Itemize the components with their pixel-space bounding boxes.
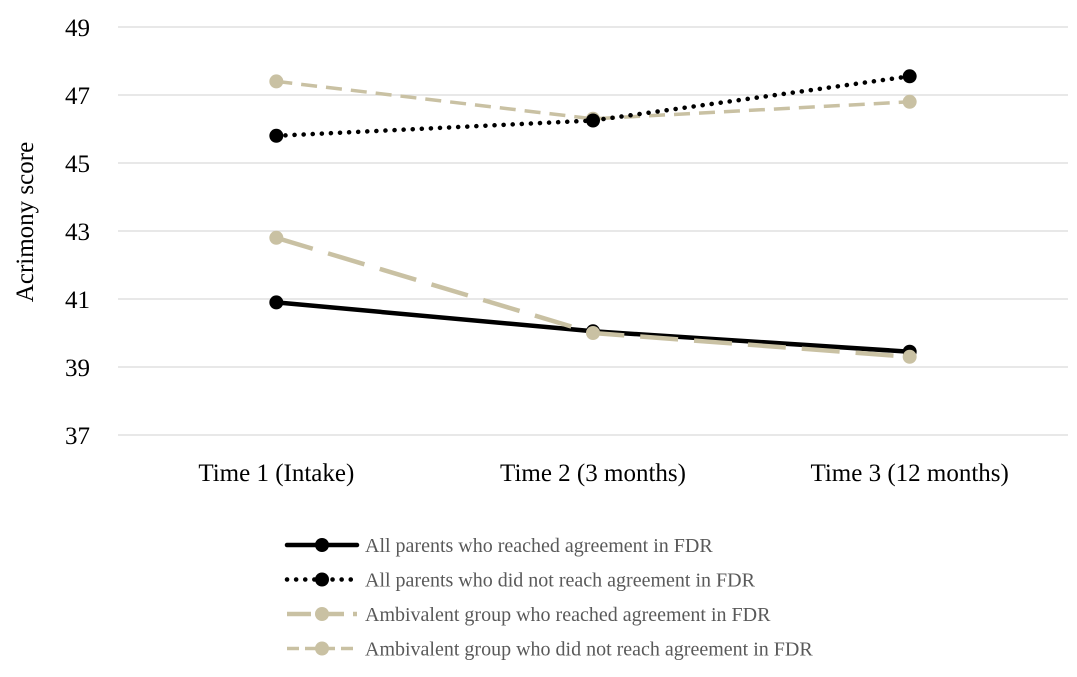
legend-label: All parents who did not reach agreement … — [365, 570, 756, 592]
data-point — [586, 113, 600, 128]
y-axis-ticks: 37 39 41 43 45 47 49 — [65, 15, 90, 450]
legend-item-1: All parents who reached agreement in FDR — [284, 535, 713, 557]
legend: All parents who reached agreement in FDR… — [284, 535, 813, 661]
y-tick-label: 37 — [65, 423, 90, 450]
series-2 — [269, 69, 917, 143]
x-tick-label: Time 3 (12 months) — [810, 460, 1008, 487]
gridlines — [118, 26, 1068, 436]
x-tick-label: Time 2 (3 months) — [500, 460, 686, 487]
legend-label: All parents who reached agreement in FDR — [365, 535, 713, 557]
data-point — [902, 69, 917, 84]
y-tick-label: 39 — [65, 355, 90, 382]
series-line — [276, 79, 910, 121]
legend-label: Ambivalent group who reached agreement i… — [365, 604, 771, 626]
legend-marker — [315, 572, 329, 587]
y-tick-label: 45 — [65, 151, 90, 178]
series-lines — [269, 69, 917, 364]
y-tick-label: 47 — [65, 83, 90, 110]
data-point — [269, 74, 284, 89]
data-point — [902, 349, 917, 364]
legend-marker — [315, 641, 329, 656]
x-tick-label: Time 1 (Intake) — [198, 460, 354, 487]
legend-label: Ambivalent group who did not reach agree… — [365, 639, 813, 661]
y-tick-label: 41 — [65, 287, 90, 314]
x-axis-ticks: Time 1 (Intake) Time 2 (3 months) Time 3 (… — [198, 460, 1009, 487]
data-point — [586, 326, 600, 340]
data-point — [269, 128, 284, 143]
data-point — [902, 94, 917, 109]
series-3 — [269, 230, 917, 364]
y-axis-title: Acrimony score — [12, 142, 39, 302]
y-tick-label: 43 — [65, 219, 90, 246]
legend-item-4: Ambivalent group who did not reach agree… — [287, 639, 813, 661]
legend-marker — [315, 607, 329, 621]
legend-item-3: Ambivalent group who reached agreement i… — [287, 604, 771, 626]
data-point — [269, 230, 284, 245]
legend-item-2: All parents who did not reach agreement … — [284, 570, 756, 592]
data-point — [269, 295, 284, 310]
legend-marker — [315, 538, 329, 552]
y-tick-label: 49 — [65, 15, 90, 42]
